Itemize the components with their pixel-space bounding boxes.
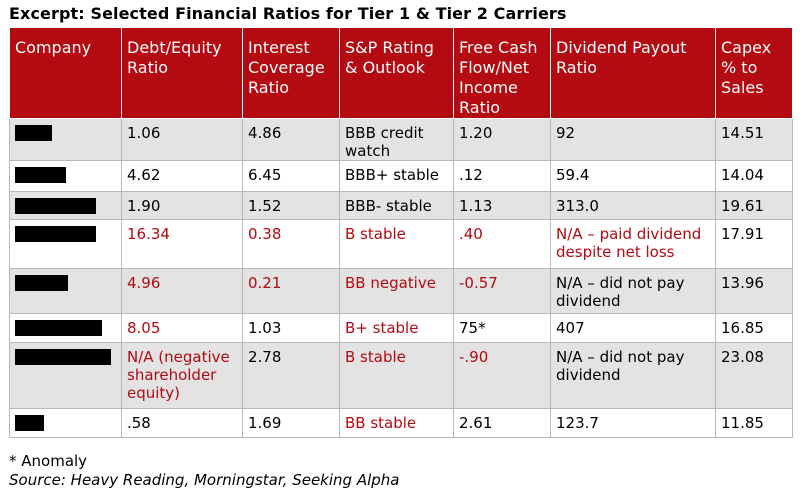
capex-sales-cell: 11.85 <box>715 408 793 438</box>
table-row: .58 1.69 BB stable 2.61 123.7 11.85 <box>9 408 793 438</box>
interest-coverage-cell: 1.52 <box>242 191 340 220</box>
fcf-ratio-cell: 1.20 <box>453 118 551 161</box>
company-cell <box>9 342 122 409</box>
financial-ratios-table: Company Debt/Equity Ratio Interest Cover… <box>9 27 793 438</box>
header-company: Company <box>9 27 122 119</box>
source-note: Source: Heavy Reading, Morningstar, Seek… <box>9 471 400 489</box>
header-fcf-net-income: Free Cash Flow/Net Income Ratio <box>453 27 551 119</box>
company-cell <box>9 160 122 192</box>
redacted-company-name <box>15 275 68 291</box>
header-row: Company Debt/Equity Ratio Interest Cover… <box>9 27 793 119</box>
debt-equity-cell: .58 <box>121 408 243 438</box>
fcf-ratio-cell: -.90 <box>453 342 551 409</box>
table-row: 16.34 0.38 B stable .40 N/A – paid divid… <box>9 219 793 269</box>
redacted-company-name <box>15 125 52 141</box>
header-capex-sales: Capex % to Sales <box>715 27 793 119</box>
company-cell <box>9 408 122 438</box>
fcf-ratio-cell: 75* <box>453 313 551 343</box>
table-row: N/A (negative shareholder equity) 2.78 B… <box>9 342 793 409</box>
debt-equity-cell: 4.62 <box>121 160 243 192</box>
debt-equity-cell: 1.06 <box>121 118 243 161</box>
dividend-payout-cell: 59.4 <box>550 160 716 192</box>
dividend-payout-cell: 123.7 <box>550 408 716 438</box>
sp-rating-cell: BB stable <box>339 408 454 438</box>
interest-coverage-cell: 0.38 <box>242 219 340 269</box>
table-row: 1.90 1.52 BBB- stable 1.13 313.0 19.61 <box>9 191 793 220</box>
table-title: Excerpt: Selected Financial Ratios for T… <box>9 4 567 23</box>
capex-sales-cell: 16.85 <box>715 313 793 343</box>
table-row: 1.06 4.86 BBB credit watch 1.20 92 14.51 <box>9 118 793 161</box>
debt-equity-cell: 8.05 <box>121 313 243 343</box>
table-row: 8.05 1.03 B+ stable 75* 407 16.85 <box>9 313 793 343</box>
sp-rating-cell: BBB credit watch <box>339 118 454 161</box>
interest-coverage-cell: 1.03 <box>242 313 340 343</box>
capex-sales-cell: 19.61 <box>715 191 793 220</box>
header-debt-equity: Debt/Equity Ratio <box>121 27 243 119</box>
redacted-company-name <box>15 167 66 183</box>
company-cell <box>9 191 122 220</box>
header-dividend-payout: Dividend Payout Ratio <box>550 27 716 119</box>
company-cell <box>9 219 122 269</box>
capex-sales-cell: 17.91 <box>715 219 793 269</box>
capex-sales-cell: 14.51 <box>715 118 793 161</box>
interest-coverage-cell: 1.69 <box>242 408 340 438</box>
debt-equity-cell: 16.34 <box>121 219 243 269</box>
fcf-ratio-cell: 1.13 <box>453 191 551 220</box>
dividend-payout-cell: 407 <box>550 313 716 343</box>
dividend-payout-cell: N/A – did not pay dividend <box>550 342 716 409</box>
sp-rating-cell: B stable <box>339 342 454 409</box>
header-interest-coverage: Interest Coverage Ratio <box>242 27 340 119</box>
sp-rating-cell: B stable <box>339 219 454 269</box>
company-cell <box>9 313 122 343</box>
dividend-payout-cell: 313.0 <box>550 191 716 220</box>
debt-equity-cell: N/A (negative shareholder equity) <box>121 342 243 409</box>
interest-coverage-cell: 4.86 <box>242 118 340 161</box>
fcf-ratio-cell: 2.61 <box>453 408 551 438</box>
sp-rating-cell: BBB- stable <box>339 191 454 220</box>
interest-coverage-cell: 6.45 <box>242 160 340 192</box>
debt-equity-cell: 1.90 <box>121 191 243 220</box>
fcf-ratio-cell: -0.57 <box>453 268 551 314</box>
capex-sales-cell: 13.96 <box>715 268 793 314</box>
footnote: * Anomaly <box>9 452 88 470</box>
redacted-company-name <box>15 320 102 336</box>
capex-sales-cell: 23.08 <box>715 342 793 409</box>
fcf-ratio-cell: .40 <box>453 219 551 269</box>
sp-rating-cell: BB negative <box>339 268 454 314</box>
table-row: 4.96 0.21 BB negative -0.57 N/A – did no… <box>9 268 793 314</box>
interest-coverage-cell: 2.78 <box>242 342 340 409</box>
sp-rating-cell: BBB+ stable <box>339 160 454 192</box>
redacted-company-name <box>15 415 44 431</box>
debt-equity-cell: 4.96 <box>121 268 243 314</box>
interest-coverage-cell: 0.21 <box>242 268 340 314</box>
table-row: 4.62 6.45 BBB+ stable .12 59.4 14.04 <box>9 160 793 192</box>
company-cell <box>9 118 122 161</box>
dividend-payout-cell: N/A – paid dividend despite net loss <box>550 219 716 269</box>
redacted-company-name <box>15 198 96 214</box>
redacted-company-name <box>15 349 111 365</box>
header-sp-rating: S&P Rating & Outlook <box>339 27 454 119</box>
capex-sales-cell: 14.04 <box>715 160 793 192</box>
sp-rating-cell: B+ stable <box>339 313 454 343</box>
dividend-payout-cell: N/A – did not pay dividend <box>550 268 716 314</box>
dividend-payout-cell: 92 <box>550 118 716 161</box>
company-cell <box>9 268 122 314</box>
redacted-company-name <box>15 226 96 242</box>
fcf-ratio-cell: .12 <box>453 160 551 192</box>
